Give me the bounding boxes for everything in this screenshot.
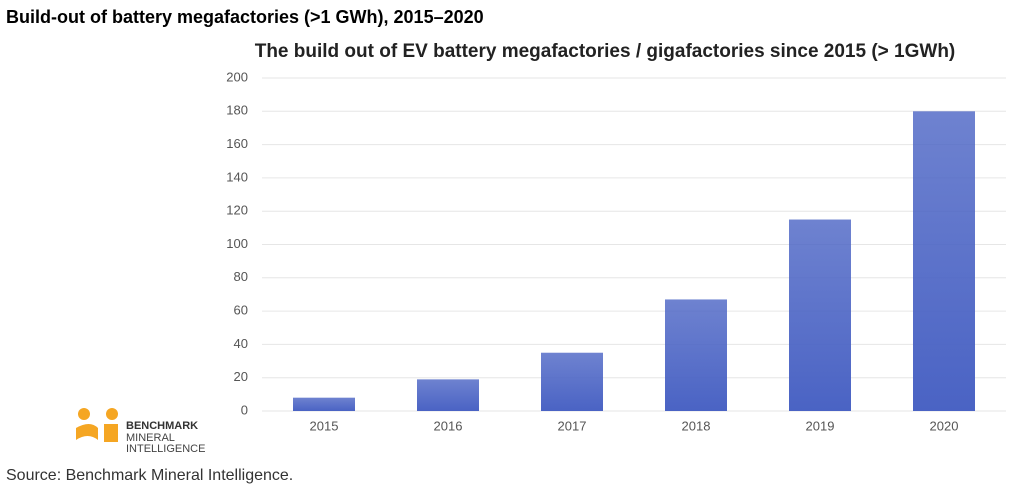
chart-title: The build out of EV battery megafactorie…: [255, 41, 956, 62]
source: Source: Benchmark Mineral Intelligence.: [6, 467, 293, 484]
x-tick-label: 2017: [558, 418, 587, 433]
y-tick-label: 80: [234, 269, 248, 284]
y-tick-label: 160: [226, 136, 248, 151]
y-tick-label: 140: [226, 169, 248, 184]
logo-icon: [76, 408, 118, 442]
bar: [913, 111, 975, 412]
page-title: Build-out of battery megafactories (>1 G…: [6, 7, 484, 27]
logo-text: MINERAL: [126, 432, 175, 444]
bar: [541, 352, 603, 411]
x-tick-label: 2015: [310, 418, 339, 433]
x-tick-label: 2018: [682, 418, 711, 433]
x-tick-label: 2016: [434, 418, 463, 433]
bar: [417, 379, 479, 411]
x-tick-label: 2019: [806, 418, 835, 433]
y-tick-label: 180: [226, 103, 248, 118]
bar: [665, 299, 727, 411]
y-tick-label: 60: [234, 303, 248, 318]
y-tick-label: 40: [234, 336, 248, 351]
bar: [293, 397, 355, 411]
y-tick-label: 100: [226, 236, 248, 251]
logo-text: INTELLIGENCE: [126, 443, 205, 455]
x-tick-label: 2020: [930, 418, 959, 433]
logo-text: BENCHMARK: [126, 420, 198, 432]
y-tick-label: 200: [226, 69, 248, 84]
y-tick-label: 20: [234, 369, 248, 384]
bar: [789, 219, 851, 411]
y-tick-label: 120: [226, 203, 248, 218]
y-tick-label: 0: [241, 402, 248, 417]
